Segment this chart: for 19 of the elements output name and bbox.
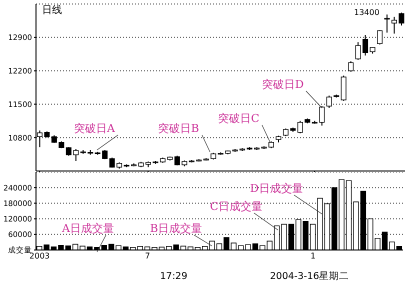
candlestick bbox=[377, 30, 383, 46]
annotation: 突破日D bbox=[262, 78, 304, 91]
annotation: A日成交量 bbox=[61, 222, 114, 235]
x-tick-label: 2003 bbox=[29, 252, 50, 261]
annotation: 突破日A bbox=[74, 122, 116, 135]
candlestick bbox=[276, 135, 282, 143]
annotation: 13400 bbox=[354, 8, 380, 17]
candlestick bbox=[370, 47, 376, 54]
x-tick-label: 1 bbox=[310, 252, 316, 261]
annotation: C日成交量 bbox=[210, 200, 262, 213]
annotation: D日成交量 bbox=[250, 182, 303, 195]
text: 17:29 bbox=[160, 271, 188, 281]
chart-title: 日线 bbox=[42, 4, 62, 16]
candlestick bbox=[340, 75, 346, 102]
annotation: 突破日C bbox=[218, 112, 260, 125]
annotation: B日成交量 bbox=[150, 222, 202, 235]
x-tick-label: 7 bbox=[144, 252, 150, 261]
annotation: 突破日B bbox=[158, 122, 200, 135]
text: 2004-3-16星期二 bbox=[270, 270, 350, 281]
